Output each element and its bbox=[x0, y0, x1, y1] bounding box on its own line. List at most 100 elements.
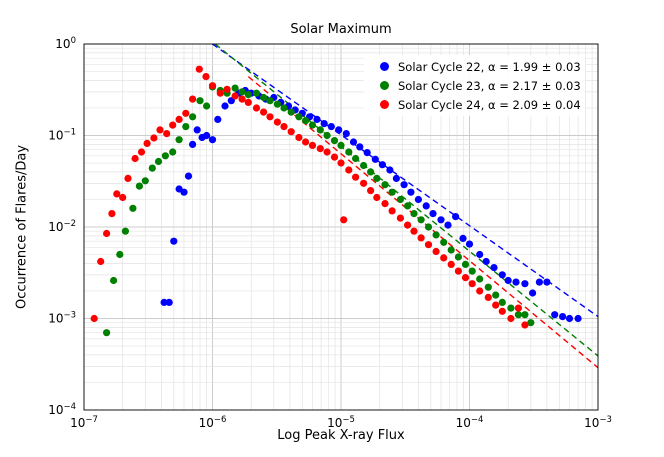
data-point bbox=[407, 188, 415, 196]
data-point bbox=[143, 139, 151, 147]
data-point bbox=[373, 193, 381, 202]
data-point bbox=[535, 278, 544, 286]
data-point bbox=[260, 108, 268, 116]
data-point bbox=[266, 97, 274, 105]
legend-marker-red-dot bbox=[380, 100, 389, 109]
data-point bbox=[116, 250, 124, 259]
tick-label: 10−3 bbox=[584, 415, 612, 430]
legend: Solar Cycle 22, α = 1.99 ± 0.03 Solar Cy… bbox=[364, 55, 585, 116]
data-point bbox=[337, 141, 345, 149]
data-point bbox=[113, 190, 121, 198]
data-point bbox=[340, 216, 348, 224]
series-solar-cycle-22 bbox=[160, 86, 582, 323]
tick-label: 10−6 bbox=[199, 415, 227, 430]
data-point bbox=[454, 267, 462, 275]
data-point bbox=[170, 237, 178, 245]
data-point bbox=[221, 102, 229, 110]
data-point bbox=[514, 311, 523, 319]
series-solar-cycle-24 bbox=[90, 65, 529, 329]
data-point bbox=[97, 257, 105, 266]
data-point bbox=[184, 172, 193, 180]
data-point bbox=[367, 187, 375, 195]
tick-label: 10−2 bbox=[48, 219, 76, 234]
data-point bbox=[417, 216, 425, 224]
data-point bbox=[154, 157, 163, 166]
data-point bbox=[161, 152, 169, 160]
data-point bbox=[148, 164, 156, 172]
tick-label: 10−1 bbox=[48, 128, 76, 143]
data-point bbox=[507, 304, 515, 312]
data-point bbox=[342, 130, 350, 138]
data-point bbox=[337, 159, 345, 167]
data-point bbox=[196, 97, 204, 105]
data-point bbox=[381, 200, 389, 208]
data-point bbox=[447, 246, 455, 254]
data-point bbox=[521, 311, 529, 319]
data-point bbox=[238, 95, 246, 103]
data-point bbox=[287, 108, 295, 116]
tick-label: 10−4 bbox=[48, 402, 76, 417]
data-point bbox=[543, 278, 551, 286]
fit-line-solar-cycle-24 bbox=[247, 76, 599, 369]
data-point bbox=[476, 275, 484, 283]
data-point bbox=[360, 161, 368, 170]
data-point bbox=[461, 260, 470, 268]
data-point bbox=[396, 195, 404, 204]
legend-item-cycle-24: Solar Cycle 24, α = 2.09 ± 0.04 bbox=[368, 95, 581, 114]
data-point bbox=[216, 89, 224, 97]
data-point bbox=[273, 100, 281, 108]
data-point bbox=[121, 227, 129, 235]
data-point bbox=[492, 301, 500, 309]
data-point bbox=[424, 223, 433, 231]
data-point bbox=[352, 173, 360, 181]
data-point bbox=[180, 188, 188, 196]
legend-item-cycle-22: Solar Cycle 22, α = 1.99 ± 0.03 bbox=[368, 57, 581, 76]
data-point bbox=[295, 113, 303, 121]
data-point bbox=[437, 216, 445, 224]
data-point bbox=[208, 82, 217, 90]
data-point bbox=[231, 84, 239, 92]
series-solar-cycle-23 bbox=[103, 83, 535, 337]
data-point bbox=[330, 153, 339, 161]
data-point bbox=[165, 298, 173, 306]
data-point bbox=[90, 314, 98, 323]
data-point bbox=[371, 155, 379, 163]
data-point bbox=[345, 148, 353, 156]
data-point bbox=[316, 126, 324, 134]
data-point bbox=[193, 126, 201, 134]
data-point bbox=[521, 321, 529, 329]
data-point bbox=[302, 138, 310, 146]
legend-label: Solar Cycle 24, α = 2.09 ± 0.04 bbox=[398, 97, 581, 112]
legend-label: Solar Cycle 23, α = 2.17 ± 0.03 bbox=[398, 78, 581, 93]
data-point bbox=[424, 241, 433, 249]
data-point bbox=[559, 313, 567, 321]
data-point bbox=[131, 154, 139, 163]
data-point bbox=[163, 130, 171, 138]
legend-marker-blue-dot bbox=[380, 62, 389, 71]
data-point bbox=[182, 123, 190, 131]
legend-item-cycle-23: Solar Cycle 23, α = 2.17 ± 0.03 bbox=[368, 76, 581, 95]
data-point bbox=[468, 267, 476, 275]
y-axis-label: Occurrence of Flares/Day bbox=[14, 144, 30, 310]
data-point bbox=[150, 134, 158, 142]
data-point bbox=[459, 234, 467, 242]
data-point bbox=[521, 280, 529, 288]
data-point bbox=[335, 126, 343, 134]
data-point bbox=[330, 137, 339, 145]
tick-label: 10−5 bbox=[327, 415, 355, 430]
data-point bbox=[323, 131, 331, 140]
data-point bbox=[244, 98, 252, 106]
data-point bbox=[440, 238, 448, 246]
data-point bbox=[208, 136, 217, 144]
data-point bbox=[512, 278, 520, 286]
data-point bbox=[514, 304, 523, 312]
data-point bbox=[203, 102, 211, 110]
data-point bbox=[373, 174, 381, 182]
tick-label: 10−7 bbox=[70, 415, 98, 430]
x-axis-label: Log Peak X-ray Flux bbox=[277, 428, 405, 443]
data-point bbox=[141, 177, 149, 185]
data-point bbox=[498, 307, 506, 315]
data-point bbox=[238, 88, 246, 96]
data-point bbox=[316, 145, 324, 153]
data-point bbox=[202, 73, 210, 81]
